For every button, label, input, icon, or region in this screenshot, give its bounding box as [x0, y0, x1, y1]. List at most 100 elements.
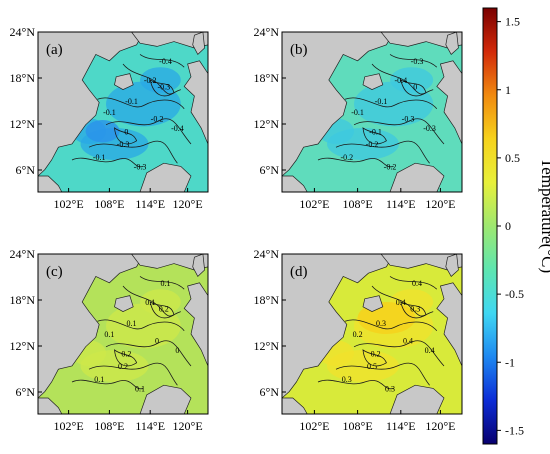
land-mass [362, 73, 384, 90]
contour-label: 0.2 [353, 330, 363, 339]
colorbar-tick-label: 0 [505, 219, 511, 233]
panel-label: (b) [290, 42, 308, 58]
contour-label: -0.1 [125, 97, 138, 106]
contour-label: 0.2 [371, 349, 381, 358]
map-panel: -0.1-0.2-0.3-0.4-0.2-0.10-0.3-0.4-0.3-0.… [10, 25, 209, 211]
x-tick-label: 108°E [94, 419, 124, 433]
panel-frame [281, 253, 463, 415]
contour-label: 0.1 [135, 385, 145, 394]
colorbar-tick-label: 1 [505, 83, 511, 97]
panel-label: (c) [46, 264, 63, 280]
contour-label: 0.2 [118, 362, 128, 371]
contour-label: -0.3 [117, 140, 130, 149]
contour-line [97, 319, 185, 332]
x-tick-label: 114°E [135, 197, 165, 211]
cold-anomaly-patch [85, 120, 120, 143]
contour-line [317, 157, 394, 168]
contour-label: 0.4 [412, 279, 422, 288]
contour-line [335, 140, 430, 164]
contour-label: -0.2 [144, 76, 157, 85]
contour-line [105, 118, 192, 145]
x-tick-label: 102°E [54, 197, 84, 211]
panel-label: (a) [46, 42, 63, 58]
contour-line [317, 379, 394, 390]
x-tick-label: 108°E [343, 197, 373, 211]
map-panel: 0.3 0.4 0.5 0.4 0.4 0.3 0.2 0.3 0.4 0.3 0.2 (d) 24°N… [254, 247, 463, 433]
contour-line [344, 97, 438, 110]
anomaly-patch [106, 81, 181, 127]
contour-label: 0.3 [385, 385, 395, 394]
colorbar-tick-label: -1.5 [505, 423, 524, 437]
land-mass [362, 295, 384, 312]
land-mass [281, 253, 395, 399]
contour-label: 0.3 [410, 305, 420, 314]
contour-label: -0.4 [394, 76, 407, 85]
map-panel: 0.1 0 0.2 0.1 0.1 0.1 0.2 0.2 0 0.1 0.1 (c) 24°N 18°N… [10, 247, 209, 433]
contour-label: 0.4 [403, 337, 413, 346]
anomaly-patch [106, 303, 181, 349]
contour-label: -0.3 [423, 124, 436, 133]
contour-label: -0.2 [340, 153, 353, 162]
y-tick-label: 6°N [260, 163, 280, 177]
anomaly-patch [354, 81, 434, 127]
contour-label: 0.4 [396, 298, 406, 307]
colorbar-title: Temperature(°C) [538, 158, 550, 274]
contour-label: 0.1 [145, 298, 155, 307]
contour-label: -0.1 [351, 108, 364, 117]
land-mass [445, 253, 459, 277]
contour-label: 0.4 [425, 346, 435, 355]
contour-label: 0 [413, 83, 417, 92]
contour-label: 0.1 [94, 375, 104, 384]
y-tick-label: 18°N [254, 293, 280, 307]
land-mass [192, 253, 205, 277]
contour-label: -0.1 [375, 97, 388, 106]
contour-label: 0.3 [342, 375, 352, 384]
colorbar-tick-label: -1 [505, 355, 515, 369]
contour-line [88, 140, 178, 164]
contour-line [71, 157, 144, 168]
contour-label: 0.1 [104, 330, 114, 339]
contour-line [105, 340, 192, 367]
panel-frame [37, 31, 209, 193]
contour-line [353, 340, 445, 367]
contour-line [389, 276, 438, 290]
contour-label: -0.4 [171, 124, 184, 133]
panel-label: (d) [290, 264, 308, 280]
contour-label: 0 [175, 346, 179, 355]
contour-label: -0.3 [134, 163, 147, 172]
contour-label: 0 [155, 337, 159, 346]
x-tick-label: 114°E [386, 419, 416, 433]
contour-label: 0.3 [376, 319, 386, 328]
panel-frame [281, 31, 463, 193]
contour-line [362, 127, 387, 145]
colorbar [482, 7, 498, 445]
contour-line [353, 118, 445, 145]
land-mass [436, 282, 463, 367]
land-mass [183, 282, 209, 367]
contour-label: -0.3 [157, 83, 170, 92]
contour-label: -0.2 [384, 163, 397, 172]
y-tick-label: 6°N [260, 385, 280, 399]
y-tick-label: 24°N [10, 25, 36, 39]
contour-label: -0.1 [369, 127, 382, 136]
contour-label: 0.1 [161, 279, 171, 288]
contour-label: -0.3 [411, 57, 424, 66]
land-mass [281, 31, 395, 177]
land-mass [114, 73, 134, 90]
x-tick-label: 114°E [386, 197, 416, 211]
contour-line [149, 79, 175, 97]
y-tick-label: 18°N [10, 71, 36, 85]
contour-label: -0.2 [151, 115, 164, 124]
y-tick-label: 12°N [254, 339, 280, 353]
contour-line [362, 349, 387, 367]
x-tick-label: 120°E [425, 419, 455, 433]
land-mass [445, 31, 459, 55]
y-tick-label: 12°N [10, 339, 36, 353]
colorbar-tick-label: 1.5 [505, 15, 520, 29]
contour-label: 0.5 [367, 362, 377, 371]
y-tick-label: 6°N [16, 385, 36, 399]
x-tick-label: 120°E [173, 419, 203, 433]
x-tick-label: 108°E [343, 419, 373, 433]
